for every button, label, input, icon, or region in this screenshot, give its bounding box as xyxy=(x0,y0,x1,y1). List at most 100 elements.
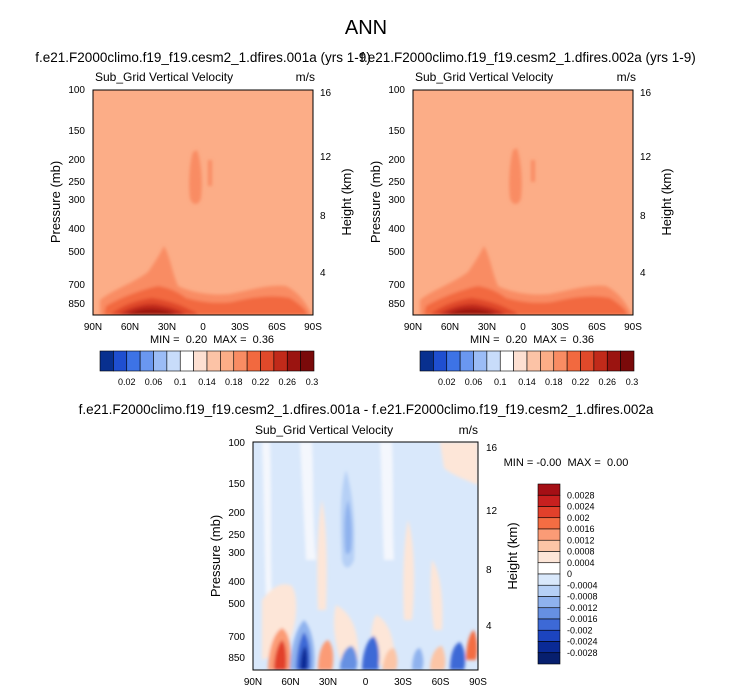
panel-a-field-background xyxy=(93,90,313,315)
panel-b-ytick-right: 4 xyxy=(640,268,646,279)
panel-c-colorbar xyxy=(537,483,561,665)
panel-b-tower-ring1 xyxy=(509,148,522,204)
panel-b-colorbar-labels: 0.02 0.06 0.1 0.14 0.18 0.22 0.26 0.3 xyxy=(438,377,638,387)
colorbar-swatch xyxy=(537,506,561,519)
panel-c-colorbar-label: -0.0008 xyxy=(567,592,598,602)
panel-c-colorbar-label: 0.0008 xyxy=(567,547,595,557)
panel-a-surface-ring2b xyxy=(232,302,306,315)
panel-b-subtitle: Sub_Grid Vertical Velocity xyxy=(415,70,553,84)
panel-c-positive-region xyxy=(430,560,443,630)
panel-c-ytick: 400 xyxy=(228,577,245,588)
panel-a-ytick: 300 xyxy=(68,195,85,206)
panel-c-positive-region xyxy=(440,442,478,485)
panel-b-xtick: 30N xyxy=(478,322,496,333)
panel-a-ytick: 400 xyxy=(68,224,85,235)
panel-c-surface-positive xyxy=(466,630,478,660)
panel-c-negative-column xyxy=(344,500,352,555)
colorbar-swatch xyxy=(537,607,561,620)
panel-c: f.e21.F2000climo.f19_f19.cesm2_1.dfires.… xyxy=(79,402,654,688)
panel-b-ytick: 300 xyxy=(388,195,405,206)
panel-c-colorbar-label: 0 xyxy=(567,569,572,579)
panel-a-xtick: 90S xyxy=(304,322,322,333)
panel-b-colorbar-label: 0.22 xyxy=(572,377,590,387)
panel-c-xtick: 90S xyxy=(469,677,487,688)
panel-b-ytick: 200 xyxy=(388,155,405,166)
panel-a-title: f.e21.F2000climo.f19_f19.cesm2_1.dfires.… xyxy=(35,50,370,65)
panel-a-ylabel: Pressure (mb) xyxy=(48,161,63,243)
panel-a-xtick: 30N xyxy=(158,322,176,333)
panel-a-xtick: 30S xyxy=(231,322,249,333)
panel-b-colorbar-label: 0.26 xyxy=(598,377,616,387)
panel-c-xtick: 0 xyxy=(363,677,369,688)
panel-a-yticks: 100 150 200 250 300 400 500 700 850 xyxy=(68,85,85,310)
panel-b-xtick: 90N xyxy=(404,322,422,333)
panel-b-xticks: 90N 60N 30N 0 30S 60S 90S xyxy=(404,322,642,333)
panel-b-ytick: 400 xyxy=(388,224,405,235)
colorbar-swatch xyxy=(537,562,561,575)
panel-a-tower-ring1 xyxy=(189,150,202,204)
colorbar-swatch xyxy=(286,350,301,372)
panel-c-colorbar-label: 0.0016 xyxy=(567,524,595,534)
panel-c-min-max: MIN = -0.00 MAX = 0.00 xyxy=(504,457,629,469)
panel-a-ytick: 500 xyxy=(68,247,85,258)
panel-b-xtick: 60S xyxy=(588,322,606,333)
panel-c-ytick: 500 xyxy=(228,599,245,610)
panel-b-ytick: 850 xyxy=(388,299,405,310)
colorbar-swatch xyxy=(206,350,221,372)
panel-c-xtick: 60N xyxy=(281,677,299,688)
panel-a-xtick: 90N xyxy=(84,322,102,333)
colorbar-swatch xyxy=(193,350,208,372)
panel-a-ytick-right: 4 xyxy=(320,268,326,279)
colorbar-swatch xyxy=(446,350,461,372)
panel-a-colorbar-label: 0.06 xyxy=(145,377,163,387)
colorbar-swatch xyxy=(537,483,561,496)
colorbar-swatch xyxy=(553,350,568,372)
panel-c-surface-negative xyxy=(340,646,358,670)
panel-a-xtick: 0 xyxy=(200,322,206,333)
panel-b-ytick: 100 xyxy=(388,85,405,96)
panel-b-ytick: 500 xyxy=(388,247,405,258)
panel-b-xtick: 90S xyxy=(624,322,642,333)
panel-b-colorbar-label: 0.3 xyxy=(626,377,639,387)
panel-c-surface-negative xyxy=(300,646,308,670)
panel-a-tower-small xyxy=(208,160,212,186)
panel-c-xtick: 90N xyxy=(244,677,262,688)
panel-c-xtick: 30S xyxy=(394,677,412,688)
panel-a-subtitle: Sub_Grid Vertical Velocity xyxy=(95,70,233,84)
panel-b-tower-small xyxy=(531,160,535,182)
panel-a-ytick: 100 xyxy=(68,85,85,96)
panel-a-colorbar-label: 0.02 xyxy=(118,377,136,387)
colorbar-swatch xyxy=(593,350,608,372)
colorbar-swatch xyxy=(499,350,514,372)
panel-c-ytick: 150 xyxy=(228,479,245,490)
panel-b-colorbar-label: 0.14 xyxy=(518,377,536,387)
panel-a-xtick: 60N xyxy=(121,322,139,333)
panel-c-frame xyxy=(252,441,479,671)
panel-c-colorbar-labels: 0.0028 0.0024 0.002 0.0016 0.0012 0.0008… xyxy=(567,490,598,658)
colorbar-swatch xyxy=(537,629,561,642)
colorbar-swatch xyxy=(606,350,621,372)
panel-a-field xyxy=(93,90,313,315)
panel-c-surface-negative xyxy=(362,636,380,670)
panel-a-yticks-right: 16 12 8 4 xyxy=(320,88,332,279)
panel-a-surface-ring5 xyxy=(126,308,176,315)
panel-a-units: m/s xyxy=(296,70,315,84)
panel-b-xtick: 60N xyxy=(441,322,459,333)
panel-c-ytick-right: 4 xyxy=(486,621,492,632)
panel-a-min-max: MIN = 0.20 MAX = 0.36 xyxy=(150,334,274,346)
panel-a-ytick-right: 12 xyxy=(320,152,332,163)
panel-c-colorbar-label: -0.0024 xyxy=(567,637,598,647)
colorbar-swatch xyxy=(537,517,561,530)
panel-c-colorbar-label: -0.0016 xyxy=(567,614,598,624)
colorbar-swatch xyxy=(473,350,488,372)
colorbar-swatch xyxy=(273,350,288,372)
colorbar-swatch xyxy=(486,350,501,372)
panel-b-field-background xyxy=(413,90,633,315)
panel-b-ytick: 150 xyxy=(388,126,405,137)
colorbar-swatch xyxy=(433,350,448,372)
panel-c-surface-positive xyxy=(274,640,287,670)
panel-c-ylabel: Pressure (mb) xyxy=(208,515,223,597)
panel-c-colorbar-label: -0.002 xyxy=(567,625,593,635)
colorbar-swatch xyxy=(260,350,275,372)
